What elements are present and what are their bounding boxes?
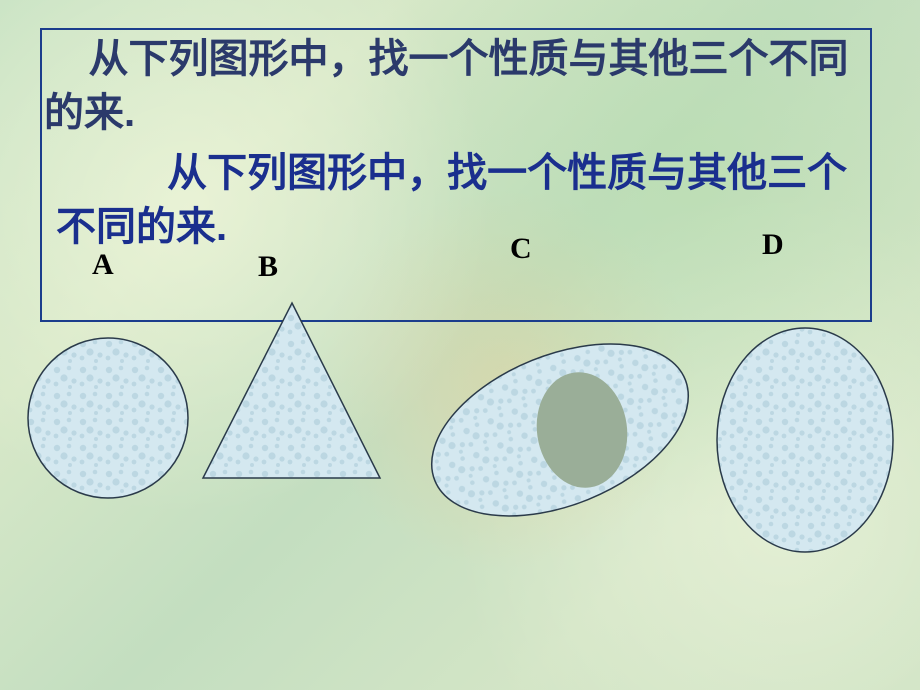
shape-d <box>717 328 893 552</box>
shape-b <box>203 303 380 478</box>
shape-group <box>28 303 893 552</box>
slide: 从下列图形中，找一个性质与其他三个不同的来. 从下列图形中，找一个性质与其他三个… <box>0 0 920 690</box>
shape-a <box>28 338 188 498</box>
shapes-svg <box>0 0 920 690</box>
